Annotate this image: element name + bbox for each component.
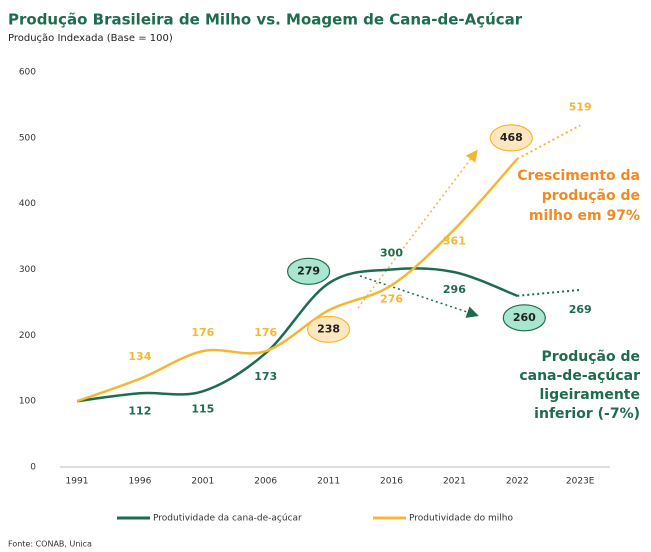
annotation: cana-de-açúcar [519,368,640,384]
data-label: 134 [128,350,151,363]
x-tick-label: 2023E [566,477,595,487]
series-forecast [517,288,581,297]
data-label: 238 [317,322,340,335]
x-tick-label: 1996 [128,477,151,487]
y-tick-label: 600 [19,68,36,78]
annotation: Crescimento da [517,168,640,184]
legend-label: Produtividade do milho [409,514,513,524]
y-tick-label: 300 [19,265,36,275]
legend-label: Produtividade da cana-de-açúcar [153,514,302,524]
data-label: 112 [128,404,151,417]
data-label: 276 [380,292,403,305]
data-label: 300 [380,247,403,260]
series-line [76,267,518,403]
y-tick-label: 100 [19,397,36,407]
label-bubble [489,124,533,152]
y-tick-label: 200 [19,331,36,341]
chart-subtitle: Produção Indexada (Base = 100) [8,33,173,44]
data-label: 173 [254,370,277,383]
label-bubble [307,315,351,343]
chart-title: Produção Brasileira de Milho vs. Moagem … [8,11,523,29]
x-tick-label: 2011 [317,477,340,487]
trend-arrow [359,275,479,318]
series-line [76,158,519,403]
data-label: 176 [254,326,277,339]
x-tick-label: 2021 [443,477,466,487]
data-label: 296 [443,283,466,296]
x-tick-label: 1991 [66,477,89,487]
y-tick-label: 500 [19,133,36,143]
x-tick-label: 2001 [191,477,214,487]
series-forecast [516,124,581,160]
data-label: 115 [191,402,214,415]
x-tick-label: 2006 [254,477,277,487]
x-tick-label: 2016 [380,477,403,487]
annotation: produção de [542,188,640,204]
data-label: 279 [297,264,320,277]
annotation: milho em 97% [529,208,640,224]
annotation: inferior (-7%) [534,406,640,422]
data-label: 176 [191,326,214,339]
label-bubble [502,304,546,332]
data-label: 468 [500,131,523,144]
data-label: 269 [569,303,592,316]
x-tick-label: 2022 [506,477,529,487]
y-tick-label: 0 [30,463,36,473]
data-label: 260 [513,311,536,324]
label-bubble [287,257,331,285]
data-label: 519 [569,100,592,113]
annotation: ligeiramente [539,387,640,403]
annotation: Produção de [541,349,640,365]
source: Fonte: CONAB, Unica [8,540,92,549]
data-label: 361 [443,234,466,247]
y-tick-label: 400 [19,199,36,209]
